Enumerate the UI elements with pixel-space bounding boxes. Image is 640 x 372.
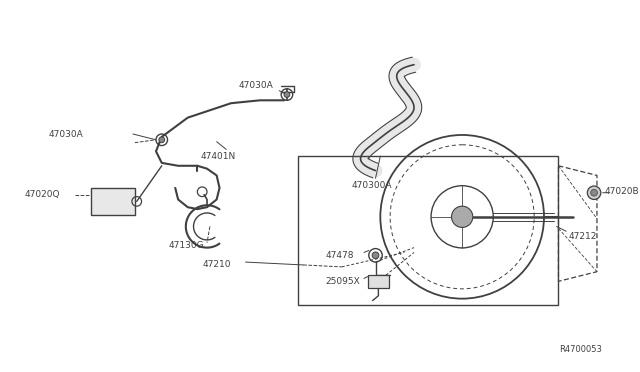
Text: R4700053: R4700053 xyxy=(559,344,602,353)
Text: 47020Q: 47020Q xyxy=(24,190,60,199)
Circle shape xyxy=(284,92,290,97)
Bar xyxy=(298,156,559,305)
Bar xyxy=(368,275,389,288)
Bar xyxy=(92,188,135,215)
Text: 47130G: 47130G xyxy=(168,241,204,250)
Circle shape xyxy=(372,252,379,259)
Text: 47020B: 47020B xyxy=(605,187,639,196)
Circle shape xyxy=(159,137,164,143)
Text: 47212: 47212 xyxy=(568,231,596,241)
Text: 47030A: 47030A xyxy=(239,81,273,90)
Circle shape xyxy=(591,189,597,196)
Text: 25095X: 25095X xyxy=(325,277,360,286)
Circle shape xyxy=(588,186,601,199)
Text: 47030A: 47030A xyxy=(48,129,83,138)
Text: 47478: 47478 xyxy=(325,251,354,260)
Text: 470300A: 470300A xyxy=(351,180,392,190)
Circle shape xyxy=(452,206,473,227)
Text: 47210: 47210 xyxy=(202,260,230,269)
Text: 47401N: 47401N xyxy=(200,152,236,161)
